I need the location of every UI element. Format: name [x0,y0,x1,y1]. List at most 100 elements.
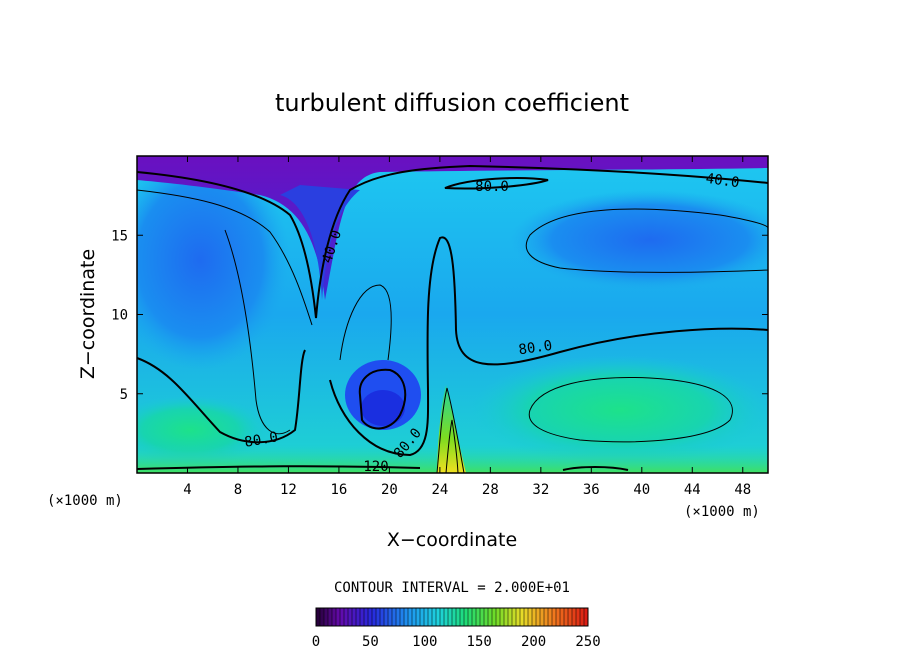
x-tick-label: 20 [381,482,398,498]
contour-line [358,368,407,430]
colorbar-swatch [480,608,485,626]
field-left-blue [137,156,290,370]
colorbar-swatch [564,608,569,626]
contour-line [445,419,459,473]
colorbar-swatch [384,608,389,626]
colorbar-swatch [560,608,565,626]
colorbar-swatch [328,608,333,626]
colorbar-tick-label: 250 [575,634,600,650]
colorbar-swatch [380,608,385,626]
colorbar-swatch [444,608,449,626]
colorbar-ticks: 0 50 100 150 200 250 [312,634,601,650]
colorbar-swatch [360,608,365,626]
contour-label: 80.0 [243,429,279,451]
contour-line [339,284,392,361]
contour-lines [137,164,768,473]
colorbar-swatch [548,608,553,626]
colorbar-swatch [368,608,373,626]
colorbar-swatch [576,608,581,626]
colorbar-swatch [528,608,533,626]
x-unit-right: (×1000 m) [684,504,760,520]
colorbar-swatch [424,608,429,626]
colorbar-swatch [348,608,353,626]
colorbar-swatch [400,608,405,626]
colorbar-swatch [540,608,545,626]
x-tick-label: 48 [734,482,751,498]
contour-line [137,164,768,319]
x-tick-label: 12 [280,482,297,498]
colorbar-swatch [416,608,421,626]
contour-line [528,377,733,443]
colorbar [315,607,589,627]
x-tick-label: 24 [431,482,448,498]
contour-label: 40.0 [705,171,741,192]
colorbar-swatch [584,608,589,626]
colorbar-swatch [440,608,445,626]
contour-label: 120 [363,459,388,475]
contour-interval: CONTOUR INTERVAL = 2.000E+01 [334,580,570,596]
x-axis-label: X−coordinate [387,529,517,551]
colorbar-swatch [392,608,397,626]
x-tick-label: 8 [234,482,242,498]
contour-line [137,349,306,444]
colorbar-swatch [536,608,541,626]
colorbar-swatch [364,608,369,626]
colorbar-swatch [468,608,473,626]
x-tick-label: 36 [583,482,600,498]
x-tick-label: 32 [532,482,549,498]
x-unit-left: (×1000 m) [47,493,123,509]
colorbar-swatch [496,608,501,626]
colorbar-swatch [412,608,417,626]
colorbar-swatch [428,608,433,626]
colorbar-swatch [580,608,585,626]
colorbar-swatch [376,608,381,626]
colorbar-swatch [404,608,409,626]
x-tick-label: 44 [684,482,701,498]
field-right-green [470,355,768,465]
colorbar-swatch [344,608,349,626]
field-center-tongue [280,185,360,300]
colorbar-swatch [372,608,377,626]
colorbar-swatch [452,608,457,626]
colorbar-swatch [436,608,441,626]
x-axis-ticks: 4 8 12 16 20 24 28 32 36 40 44 48 [183,156,751,498]
colorbar-swatch [484,608,489,626]
colorbar-swatch [520,608,525,626]
colorbar-swatch [448,608,453,626]
y-tick-label: 5 [120,387,128,403]
colorbar-swatch [556,608,561,626]
colorbar-swatch [504,608,509,626]
colorbar-swatch [544,608,549,626]
colorbar-swatch [396,608,401,626]
colorbar-swatch [352,608,357,626]
x-tick-label: 28 [482,482,499,498]
colorbar-tick-label: 50 [362,634,379,650]
contour-line [224,229,291,435]
colorbar-tick-label: 100 [412,634,437,650]
colorbar-tick-label: 0 [312,634,320,650]
colorbar-swatch [464,608,469,626]
colorbar-swatch [488,608,493,626]
colorbar-swatch [316,608,321,626]
y-axis-label: Z−coordinate [77,249,99,379]
contour-line [562,466,629,471]
field-right-blue [510,190,768,290]
colorbar-swatch [472,608,477,626]
colorbar-swatch [340,608,345,626]
y-axis-ticks: 5 10 15 [111,228,768,403]
contour-line [329,236,768,457]
contour-line [436,387,465,473]
colorbar-swatch [500,608,505,626]
field-center-blob-core [361,390,405,426]
colorbar-swatch [336,608,341,626]
x-tick-label: 40 [633,482,650,498]
colorbar-swatch [572,608,577,626]
colorbar-tick-label: 150 [467,634,492,650]
contour-line [525,208,768,273]
x-tick-label: 16 [330,482,347,498]
contour-line [137,465,421,470]
colorbar-swatch [476,608,481,626]
colorbar-swatch [568,608,573,626]
colorbar-swatch [332,608,337,626]
